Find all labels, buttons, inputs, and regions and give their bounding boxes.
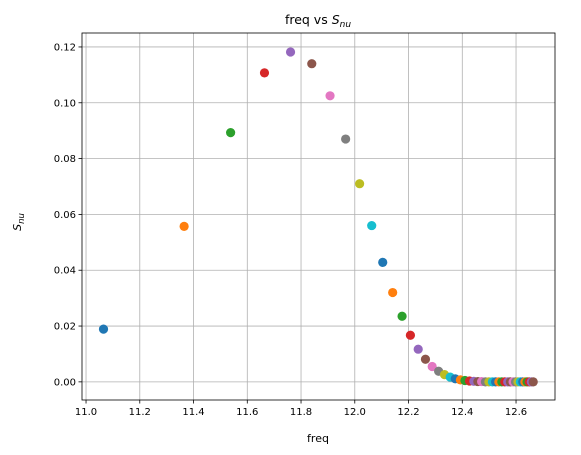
- x-tick-label: 12.6: [505, 407, 527, 418]
- y-axis-ticks: 0.00 0.02 0.04 0.06 0.08 0.10 0.12: [54, 42, 82, 388]
- y-axis-label: Snu: [11, 213, 27, 231]
- data-point: [413, 344, 423, 354]
- x-tick-label: 11.4: [182, 407, 204, 418]
- y-tick-label: 0.06: [54, 210, 76, 221]
- data-point: [226, 128, 236, 138]
- data-point: [427, 361, 437, 372]
- data-point: [98, 324, 109, 334]
- data-point: [341, 134, 351, 144]
- axes-frame: [81, 32, 556, 401]
- data-point: [307, 59, 317, 69]
- data-point: [367, 220, 377, 231]
- data-point: [397, 311, 407, 321]
- y-tick-label: 0.12: [54, 42, 76, 53]
- y-tick-label: 0.00: [54, 377, 76, 388]
- chart-title: freq vs Snu: [285, 12, 351, 30]
- y-tick-label: 0.02: [54, 322, 76, 333]
- x-axis-label: freq: [307, 432, 329, 445]
- data-point: [420, 354, 431, 364]
- x-tick-label: 11.8: [290, 407, 312, 418]
- data-points: [98, 47, 538, 387]
- x-tick-label: 11.2: [129, 407, 151, 418]
- data-point: [378, 257, 388, 268]
- data-point: [325, 91, 335, 101]
- y-tick-label: 0.10: [54, 98, 76, 109]
- y-tick-label: 0.04: [54, 266, 76, 277]
- data-point: [388, 287, 398, 298]
- x-tick-label: 12.2: [397, 407, 419, 418]
- x-tick-label: 12.0: [344, 407, 366, 418]
- data-point: [179, 221, 189, 232]
- x-tick-label: 11.0: [75, 407, 97, 418]
- data-point: [528, 377, 538, 387]
- plot-area: [82, 33, 555, 400]
- x-axis-ticks: 11.0 11.2 11.4 11.6 11.8 12.0 12.2 12.4 12.6: [75, 400, 527, 418]
- y-tick-label: 0.08: [54, 154, 76, 165]
- data-point: [259, 68, 270, 78]
- data-point: [285, 47, 296, 57]
- data-point: [405, 330, 416, 340]
- data-point: [355, 179, 365, 189]
- x-tick-label: 12.4: [451, 407, 473, 418]
- x-tick-label: 11.6: [236, 407, 258, 418]
